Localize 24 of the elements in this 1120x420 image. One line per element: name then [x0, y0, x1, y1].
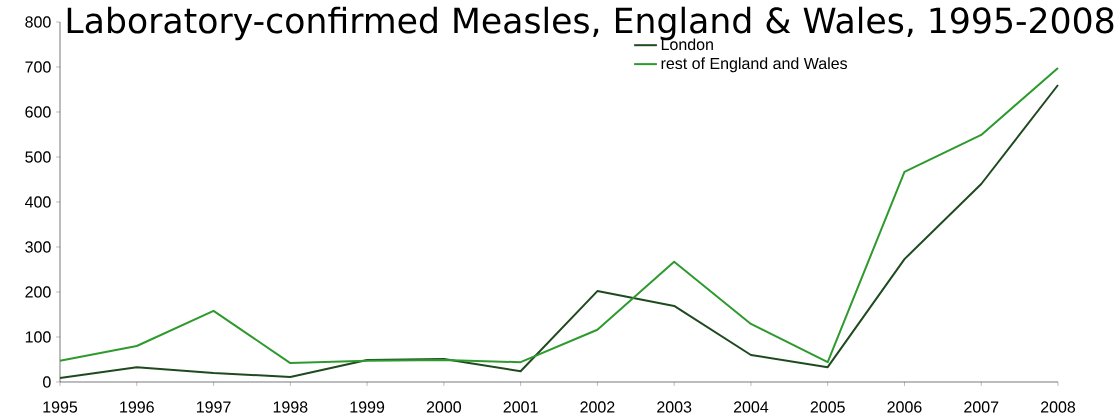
x-tick-label: 2001 [503, 401, 538, 413]
x-tick-label: 1998 [273, 401, 308, 413]
x-tick-label: 2000 [426, 401, 462, 413]
x-tick-label: 1996 [120, 401, 154, 413]
x-tick-label: 2005 [810, 401, 845, 413]
y-tick-label: 700 [25, 61, 51, 73]
x-tick-label: 2002 [580, 401, 615, 413]
x-tick-label: 2004 [733, 401, 769, 413]
legend-label: rest of England and Wales [661, 57, 848, 73]
x-tick-label: 2003 [657, 401, 692, 413]
y-tick-label: 100 [25, 331, 51, 343]
x-tick-label: 2006 [887, 401, 922, 413]
y-tick-label: 500 [25, 151, 51, 163]
y-tick-label: 300 [25, 241, 51, 253]
x-tick-label: 1999 [350, 401, 385, 413]
x-tick-label: 1995 [43, 401, 78, 413]
x-tick-label: 2007 [964, 401, 999, 413]
x-tick-label: 2008 [1041, 401, 1076, 413]
y-tick-label: 200 [25, 286, 51, 298]
x-tick-label: 1997 [196, 401, 231, 413]
y-tick-label: 400 [25, 196, 51, 208]
y-tick-label: 0 [43, 376, 51, 388]
y-tick-label: 600 [25, 106, 51, 118]
y-tick-label: 800 [25, 16, 51, 28]
